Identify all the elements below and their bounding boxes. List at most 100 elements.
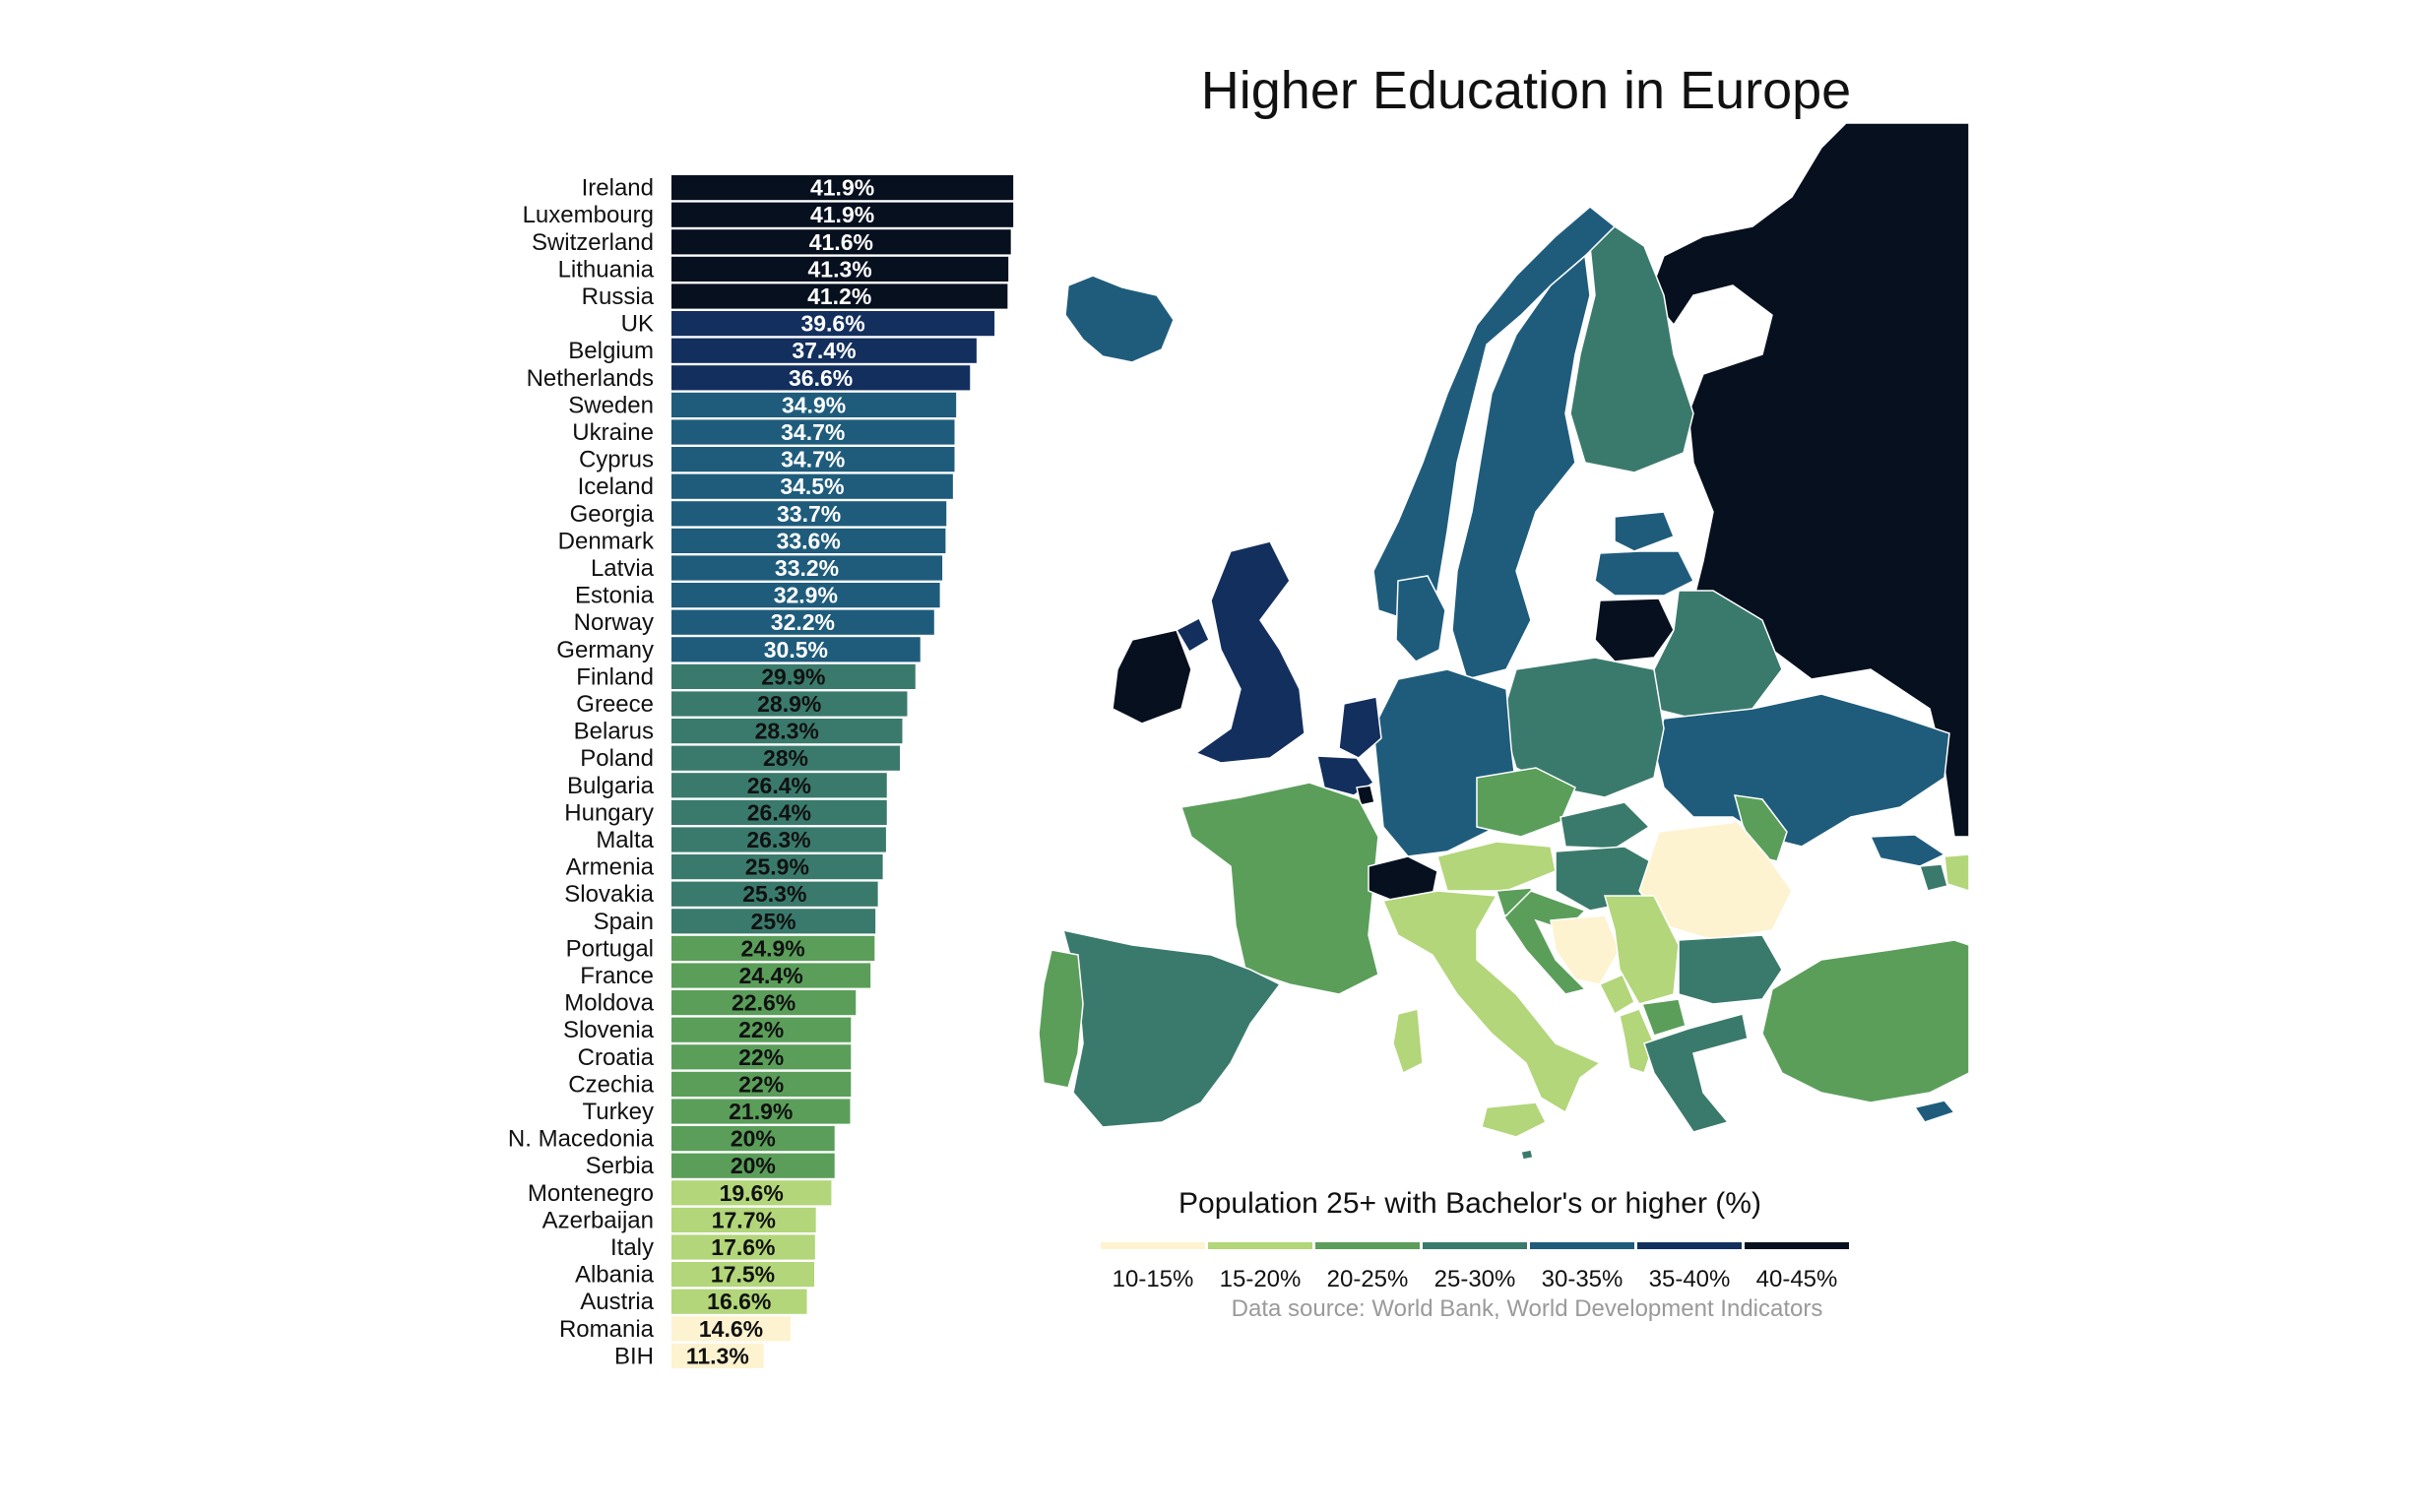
bar-belarus — [671, 719, 903, 744]
value-label-lithuania: 41.3% — [807, 256, 871, 282]
category-label-belgium: Belgium — [568, 338, 654, 364]
bar-uk — [671, 311, 995, 337]
value-label-hungary: 26.4% — [747, 799, 811, 825]
category-label-latvia: Latvia — [591, 555, 655, 582]
bar-cyprus — [671, 447, 955, 472]
map-region-lithuania — [1594, 598, 1675, 662]
legend-title: Population 25+ with Bachelor's or higher… — [1178, 1187, 1761, 1220]
map-region-denmark — [1395, 575, 1446, 662]
bar-chart: Ireland 41.9% Luxembourg 41.9% Switzerland 41… — [508, 175, 1014, 1369]
value-label-estonia: 32.9% — [774, 583, 838, 608]
value-label-n-macedonia: 20% — [731, 1126, 776, 1152]
value-label-montenegro: 19.6% — [720, 1180, 784, 1206]
value-label-denmark: 33.6% — [777, 528, 841, 553]
category-label-greece: Greece — [576, 691, 654, 718]
bar-netherlands — [671, 365, 971, 391]
category-label-estonia: Estonia — [575, 583, 655, 609]
value-label-turkey: 21.9% — [729, 1099, 793, 1124]
map-region-portugal — [1038, 949, 1084, 1089]
map-region-italy-sicily — [1481, 1102, 1548, 1138]
category-label-lithuania: Lithuania — [558, 256, 655, 283]
value-label-switzerland: 41.6% — [809, 229, 873, 255]
bar-hungary — [671, 799, 887, 825]
bar-austria — [671, 1289, 807, 1314]
category-label-ukraine: Ukraine — [572, 419, 654, 446]
category-label-cyprus: Cyprus — [579, 447, 654, 473]
bar-n-macedonia — [671, 1126, 835, 1152]
category-label-moldova: Moldova — [564, 990, 654, 1017]
bar-turkey — [671, 1099, 851, 1124]
value-label-uk: 39.6% — [800, 311, 864, 337]
bar-france — [671, 963, 871, 988]
value-label-norway: 32.2% — [771, 609, 835, 635]
map-region-netherlands — [1338, 696, 1382, 759]
map-region-greece — [1643, 1013, 1749, 1133]
bar-bih — [671, 1343, 764, 1368]
map-region-montenegro — [1598, 974, 1635, 1016]
map-region-azerbaijan — [1943, 853, 1970, 893]
map-region-latvia — [1594, 550, 1695, 597]
value-label-netherlands: 36.6% — [789, 365, 853, 391]
category-label-bih: BIH — [614, 1343, 654, 1369]
value-label-serbia: 20% — [731, 1153, 776, 1178]
bar-albania — [671, 1262, 814, 1288]
value-label-cyprus: 34.7% — [781, 447, 845, 472]
chart-title: Higher Education in Europe — [1201, 61, 1851, 120]
map-region-slovakia — [1560, 801, 1651, 850]
value-label-georgia: 33.7% — [777, 501, 841, 527]
category-label-n-macedonia: N. Macedonia — [508, 1126, 655, 1153]
category-label-italy: Italy — [610, 1234, 654, 1261]
map-region-ireland — [1112, 629, 1192, 724]
map-region-france — [1180, 782, 1379, 995]
map-region-czechia — [1476, 767, 1576, 838]
bar-ireland — [671, 175, 1014, 201]
bar-lithuania — [671, 256, 1009, 282]
category-label-georgia: Georgia — [570, 501, 655, 528]
bar-georgia — [671, 501, 947, 527]
value-label-poland: 28% — [763, 745, 808, 771]
map-region-serbia — [1604, 895, 1680, 1005]
bar-italy — [671, 1234, 815, 1260]
value-label-bih: 11.3% — [686, 1343, 749, 1368]
value-label-iceland: 34.5% — [780, 473, 844, 499]
value-label-slovakia: 25.3% — [742, 881, 806, 907]
map-region-georgia — [1869, 834, 1946, 867]
bar-estonia — [671, 583, 940, 608]
value-label-azerbaijan: 17.7% — [712, 1207, 776, 1232]
map-region-estonia — [1614, 511, 1675, 552]
bar-denmark — [671, 528, 946, 553]
bar-spain — [671, 909, 876, 934]
bar-serbia — [671, 1153, 835, 1178]
category-label-slovenia: Slovenia — [563, 1017, 655, 1043]
bar-belgium — [671, 338, 977, 363]
value-label-armenia: 25.9% — [745, 854, 809, 880]
category-label-luxembourg: Luxembourg — [523, 202, 654, 228]
category-label-turkey: Turkey — [583, 1099, 654, 1125]
map-region-iceland — [1064, 275, 1175, 363]
bar-iceland — [671, 473, 953, 499]
category-label-austria: Austria — [580, 1289, 654, 1315]
bar-armenia — [671, 854, 883, 880]
map-region-italy — [1381, 890, 1602, 1114]
category-label-hungary: Hungary — [564, 799, 654, 826]
legend-label-30-35: 30-35% — [1542, 1266, 1624, 1292]
category-label-russia: Russia — [582, 284, 655, 310]
category-label-norway: Norway — [574, 609, 654, 636]
bar-slovenia — [671, 1017, 852, 1042]
legend-swatch-25-30 — [1423, 1242, 1527, 1249]
value-label-slovenia: 22% — [738, 1017, 784, 1042]
value-label-malta: 26.3% — [746, 827, 810, 852]
value-label-portugal: 24.9% — [741, 935, 805, 961]
map-region-cyprus — [1913, 1100, 1956, 1123]
bar-slovakia — [671, 881, 878, 907]
category-label-denmark: Denmark — [558, 528, 655, 554]
value-label-ireland: 41.9% — [810, 175, 874, 201]
map-region-uk — [1194, 540, 1306, 764]
bar-latvia — [671, 555, 943, 581]
bar-greece — [671, 691, 908, 717]
map-region-moldova — [1733, 794, 1788, 862]
category-label-poland: Poland — [580, 745, 654, 772]
bar-switzerland — [671, 229, 1011, 255]
category-label-bulgaria: Bulgaria — [567, 773, 655, 799]
